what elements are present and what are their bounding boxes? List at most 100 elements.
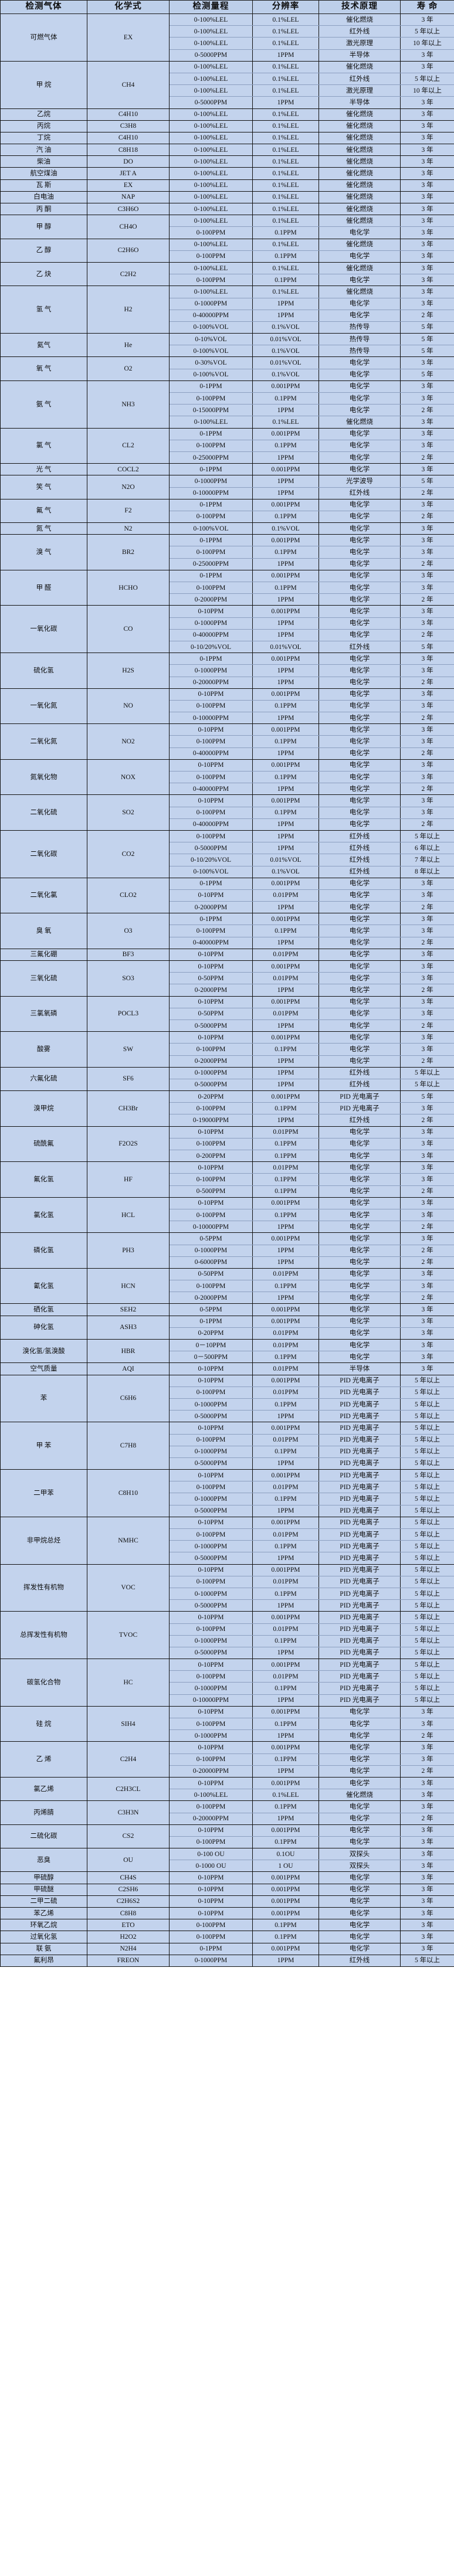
technology-principle-cell: 红外线 xyxy=(319,487,401,499)
table-row: 0-100PPM 0.1PPM 电化学 3 年 xyxy=(1,226,454,239)
lifespan-cell: 3 年 xyxy=(400,1149,454,1163)
detection-range-cell: 0-1000 OU xyxy=(169,1860,253,1872)
resolution-cell: 0.001PPM xyxy=(252,1031,319,1044)
column-header-resolution: 分辨率 xyxy=(252,0,319,14)
resolution-cell: 1PPM xyxy=(252,712,319,725)
table-row: 六氟化硫 SF6 0-1000PPM 1PPM 红外线 5 年以上 xyxy=(0,1066,454,1092)
detection-range-cell: 0-100%LEL xyxy=(169,261,253,275)
lifespan-cell: 3 年 xyxy=(400,155,454,168)
detection-range-cell: 0-10PPM xyxy=(169,1883,253,1896)
gas-name-cell: 联 氨 xyxy=(0,1942,87,1955)
chemical-formula-cell: O3 xyxy=(87,913,170,949)
column-header-formula: 化学式 xyxy=(87,0,170,14)
lifespan-cell: 3 年 xyxy=(400,439,454,452)
resolution-cell: 0.1%VOL xyxy=(252,522,319,535)
lifespan-cell: 5 年以上 xyxy=(400,1445,454,1458)
lifespan-cell: 3 年 xyxy=(400,688,454,701)
gas-name-cell: 氨 气 xyxy=(0,380,87,429)
detection-range-cell: 0-100PPM xyxy=(169,226,253,239)
lifespan-cell: 2 年 xyxy=(400,1292,454,1304)
resolution-cell: 0.1PPM xyxy=(252,546,319,559)
detection-range-cell: 0-100%LEL xyxy=(169,416,253,429)
technology-principle-cell: 电化学 xyxy=(319,1919,401,1932)
technology-principle-cell: 电化学 xyxy=(319,1351,401,1364)
detection-range-cell: 0-10PPM xyxy=(169,1895,253,1908)
table-row: 0-40000PPM 1PPM 电化学 2 年 xyxy=(1,628,454,641)
gas-name-cell: 白电油 xyxy=(0,191,87,204)
detection-range-cell: 0-25000PPM xyxy=(169,558,253,570)
chemical-formula-cell: H2O2 xyxy=(87,1931,170,1943)
chemical-formula-cell: HCL xyxy=(87,1197,170,1233)
lifespan-cell: 2 年 xyxy=(400,1185,454,1198)
gas-name-cell: 二氧化碳 xyxy=(0,830,87,878)
column-header-principle: 技术原理 xyxy=(319,0,401,14)
resolution-cell: 1PPM xyxy=(252,96,319,109)
table-row: 碳氢化合物 HC 0-10PPM 0.001PPM PID 光电离子 5 年以上 xyxy=(0,1659,454,1707)
technology-principle-cell: 半导体 xyxy=(319,96,401,109)
resolution-cell: 0.1%LEL xyxy=(252,286,319,298)
table-row: 0-40000PPM 1PPM 电化学 2 年 xyxy=(1,309,454,322)
detection-range-cell: 0-10000PPM xyxy=(169,712,253,725)
detection-range-cell: 0-10PPM xyxy=(169,605,253,618)
technology-principle-cell: 电化学 xyxy=(319,1906,401,1920)
lifespan-cell: 3 年 xyxy=(400,1197,454,1209)
technology-principle-cell: 电化学 xyxy=(319,1126,401,1139)
table-row: 二氧化氮 NO2 0-10PPM 0.001PPM 电化学 3 年 xyxy=(0,723,454,760)
lifespan-cell: 3 年 xyxy=(400,735,454,748)
detection-range-cell: 0-1000PPM xyxy=(169,1587,253,1600)
lifespan-cell: 3 年 xyxy=(400,120,454,132)
resolution-cell: 0.1PPM xyxy=(252,1149,319,1163)
technology-principle-cell: PID 光电离子 xyxy=(319,1682,401,1695)
chemical-formula-cell: CH4O xyxy=(87,215,170,239)
lifespan-cell: 2 年 xyxy=(400,451,454,464)
technology-principle-cell: PID 光电离子 xyxy=(319,1398,401,1411)
lifespan-cell: 3 年 xyxy=(400,261,454,275)
technology-principle-cell: PID 光电离子 xyxy=(319,1528,401,1541)
technology-principle-cell: 电化学 xyxy=(319,1824,401,1837)
table-row: 0-10000PPM 1PPM PID 光电离子 5 年以上 xyxy=(1,1694,454,1707)
resolution-cell: 0.1%LEL xyxy=(252,179,319,192)
lifespan-cell: 3 年 xyxy=(400,380,454,393)
table-row: 汽 油 C8H18 0-100%LEL 0.1%LEL 催化燃烧 3 年 xyxy=(0,144,454,157)
table-row: 氮 气 N2 0-100%VOL 0.1%VOL 电化学 3 年 xyxy=(0,522,454,535)
lifespan-cell: 3 年 xyxy=(400,427,454,440)
gas-name-cell: 甲 醇 xyxy=(0,215,87,239)
chemical-formula-cell: HF xyxy=(87,1161,170,1198)
resolution-cell: 0.001PPM xyxy=(252,1315,319,1328)
technology-principle-cell: 电化学 xyxy=(319,1765,401,1778)
detection-range-cell: 0-100PPM xyxy=(169,1137,253,1151)
lifespan-cell: 3 年 xyxy=(400,286,454,298)
gas-name-cell: 乙 烯 xyxy=(0,1741,87,1778)
table-row: 0-100PPM 0.1PPM 电化学 3 年 xyxy=(1,1137,454,1151)
technology-principle-cell: PID 光电离子 xyxy=(319,1540,401,1553)
resolution-cell: 0.01%VOL xyxy=(252,640,319,654)
detection-range-cell: 0-1PPM xyxy=(169,463,253,476)
technology-principle-cell: 电化学 xyxy=(319,628,401,641)
gas-name-cell: 甲 苯 xyxy=(0,1422,87,1470)
resolution-cell: 0.001PPM xyxy=(252,1776,319,1790)
resolution-cell: 0.1PPM xyxy=(252,1540,319,1553)
table-row: 0-1000PPM 0.1PPM PID 光电离子 5 年以上 xyxy=(1,1493,454,1506)
lifespan-cell: 8 年以上 xyxy=(400,865,454,878)
lifespan-cell: 3 年 xyxy=(400,1895,454,1908)
resolution-cell: 0.001PPM xyxy=(252,1303,319,1316)
technology-principle-cell: 催化燃烧 xyxy=(319,131,401,145)
table-row: 0-2000PPM 1PPM 电化学 2 年 xyxy=(1,593,454,606)
lifespan-cell: 3 年 xyxy=(400,1267,454,1281)
resolution-cell: 0.001PPM xyxy=(252,1232,319,1245)
chemical-formula-cell: CO xyxy=(87,605,170,654)
lifespan-cell: 3 年 xyxy=(400,96,454,109)
detection-range-cell: 0-100%LEL xyxy=(169,155,253,168)
resolution-cell: 1PPM xyxy=(252,1646,319,1660)
table-row: 一氧化碳 CO 0-10PPM 0.001PPM 电化学 3 年 xyxy=(0,605,454,654)
detection-range-cell: 0-2000PPM xyxy=(169,1292,253,1304)
resolution-cell: 1PPM xyxy=(252,676,319,689)
chemical-formula-cell: C6H6 xyxy=(87,1374,170,1423)
chemical-formula-cell: FREON xyxy=(87,1954,170,1967)
table-row: 0－500PPM 0.1PPM 电化学 3 年 xyxy=(1,1351,454,1364)
table-row: 甲 烷 CH4 0-100%LEL 0.1%LEL 催化燃烧 3 年 xyxy=(0,60,454,109)
resolution-cell: 1PPM xyxy=(252,49,319,62)
gas-name-cell: 柴油 xyxy=(0,155,87,168)
lifespan-cell: 3 年 xyxy=(400,546,454,559)
technology-principle-cell: 电化学 xyxy=(319,984,401,997)
